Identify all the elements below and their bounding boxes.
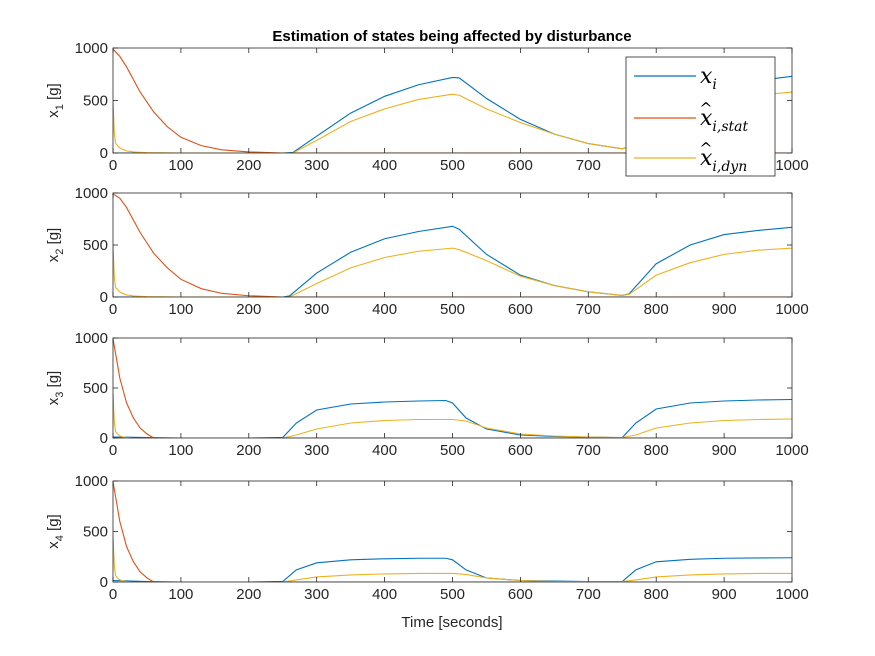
x-tick-label: 200 [236, 586, 261, 603]
y-tick-label: 500 [83, 237, 108, 254]
y-tick-label: 500 [83, 524, 108, 541]
x-tick-label: 1000 [775, 301, 808, 318]
subplot-3: 0 100 200 300 400 500 600 700 800 900 1000 0 500 1000… [45, 330, 809, 459]
y-axis-label: x1 [g] [45, 83, 66, 117]
x-tick-label: 800 [644, 586, 669, 603]
x-tick-label: 1000 [775, 442, 808, 459]
y-axis-label: x4 [g] [45, 514, 66, 548]
y-axis-label: x2 [g] [45, 228, 66, 262]
plot-area [113, 193, 792, 297]
x-tick-label: 200 [236, 442, 261, 459]
y-tick-label: 1000 [75, 473, 108, 490]
x-tick-label: 500 [440, 586, 465, 603]
x-tick-label: 700 [576, 442, 601, 459]
x-tick-label: 400 [372, 157, 397, 174]
y-tick-label: 1000 [75, 40, 108, 57]
x-tick-label: 0 [109, 301, 117, 318]
y-tick-label: 0 [100, 430, 108, 447]
x-tick-label: 600 [508, 301, 533, 318]
series-line-2 [113, 193, 792, 297]
x-tick-label: 600 [508, 157, 533, 174]
series-line-2 [113, 338, 792, 438]
y-tick-label: 500 [83, 93, 108, 110]
x-tick-label: 100 [168, 586, 193, 603]
x-tick-label: 0 [109, 586, 117, 603]
subplot-4: 0 100 200 300 400 500 600 700 800 900 1000 0 500 1000… [45, 473, 809, 603]
x-tick-label: 700 [576, 586, 601, 603]
series-line-3 [113, 392, 792, 438]
x-tick-label: 300 [304, 586, 329, 603]
x-tick-label: 300 [304, 157, 329, 174]
series-line-3 [113, 244, 792, 297]
legend-entry-1: xi [700, 64, 717, 93]
x-tick-label: 500 [440, 442, 465, 459]
x-tick-label: 800 [644, 301, 669, 318]
x-tick-label: 300 [304, 442, 329, 459]
chart-title: Estimation of states being affected by d… [272, 28, 631, 45]
x-tick-label: 400 [372, 442, 397, 459]
x-tick-label: 500 [440, 301, 465, 318]
x-tick-label: 900 [712, 586, 737, 603]
x-tick-label: 200 [236, 301, 261, 318]
x-tick-label: 100 [168, 157, 193, 174]
y-tick-label: 500 [83, 380, 108, 397]
series-line-2 [113, 481, 792, 582]
x-tick-label: 600 [508, 442, 533, 459]
x-tick-label: 100 [168, 442, 193, 459]
x-tick-label: 200 [236, 157, 261, 174]
plot-area [113, 338, 792, 438]
y-tick-label: 0 [100, 289, 108, 306]
x-tick-label: 700 [576, 301, 601, 318]
x-tick-label: 0 [109, 157, 117, 174]
x-tick-label: 800 [644, 442, 669, 459]
x-tick-label: 600 [508, 586, 533, 603]
x-tick-label: 100 [168, 301, 193, 318]
subplots: 0100200300400500600700800900100005001000… [45, 40, 809, 603]
series-line-3 [113, 536, 792, 582]
x-tick-label: 900 [712, 301, 737, 318]
y-axis-label: x3 [g] [45, 371, 66, 405]
y-tick-label: 0 [100, 145, 108, 162]
y-tick-label: 0 [100, 574, 108, 591]
legend-hat-3: ^ [699, 139, 712, 158]
x-tick-label: 1000 [775, 157, 808, 174]
x-tick-label: 0 [109, 442, 117, 459]
subplot-2: 0 100 200 300 400 500 600 700 800 900 1000 0 500 1000… [45, 185, 809, 318]
x-tick-label: 900 [712, 442, 737, 459]
legend-entry-3: xi,dyn [700, 146, 747, 175]
x-axis-label: Time [seconds] [401, 614, 502, 631]
series-line-1 [113, 225, 792, 297]
plot-area [113, 481, 792, 582]
x-tick-label: 500 [440, 157, 465, 174]
y-tick-label: 1000 [75, 330, 108, 347]
legend-box [625, 56, 776, 177]
x-tick-label: 700 [576, 157, 601, 174]
x-tick-label: 1000 [775, 586, 808, 603]
legend-entry-2: xi,stat [700, 106, 749, 135]
x-tick-label: 300 [304, 301, 329, 318]
legend-hat-2: ^ [699, 99, 712, 118]
x-tick-label: 400 [372, 301, 397, 318]
y-tick-label: 1000 [75, 185, 108, 202]
x-tick-label: 400 [372, 586, 397, 603]
